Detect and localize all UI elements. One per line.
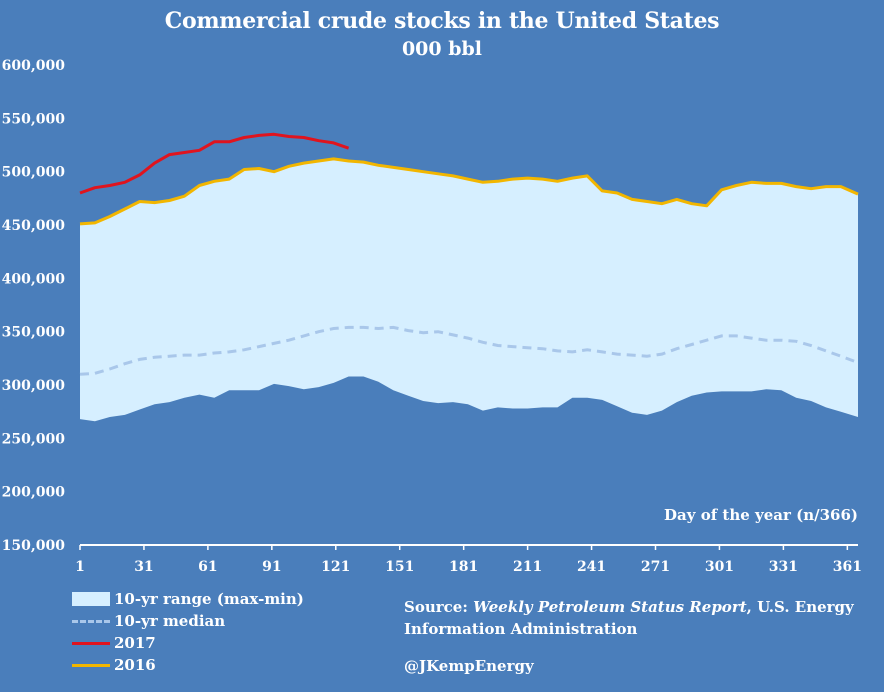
x-axis: 1 31 61 91 121 151 181 211 241 271 301 331 361 xyxy=(75,544,862,575)
x-tick-label: 301 xyxy=(705,559,734,575)
x-tick-label: 211 xyxy=(513,559,542,575)
x-tick-label: 181 xyxy=(449,559,478,575)
source-suffix: , U.S. Energy Information Administration xyxy=(404,598,854,638)
y-tick-label: 250,000 xyxy=(2,431,66,447)
y-axis: 150,000 200,000 250,000 300,000 350,000 400,0… xyxy=(2,58,66,554)
y-tick-label: 200,000 xyxy=(2,485,66,501)
median-line-layer xyxy=(79,325,859,376)
legend-label-range: 10-yr range (max-min) xyxy=(114,590,304,608)
source-note: Source: Weekly Petroleum Status Report, … xyxy=(404,596,864,640)
x-axis-title: Day of the year (n/366) xyxy=(664,506,858,524)
range-area xyxy=(80,158,858,422)
source-prefix: Source: xyxy=(404,598,474,616)
y-tick-label: 150,000 xyxy=(2,538,66,554)
y-tick-label: 350,000 xyxy=(2,325,66,341)
line-2017-layer xyxy=(79,132,350,195)
range-area-layer xyxy=(80,158,858,422)
y-tick-label: 500,000 xyxy=(2,165,66,181)
y-tick-label: 450,000 xyxy=(2,218,66,234)
x-tick-label: 151 xyxy=(385,559,414,575)
x-tick-label: 241 xyxy=(577,559,606,575)
y-tick-label: 300,000 xyxy=(2,378,66,394)
y-tick-label: 600,000 xyxy=(2,58,66,74)
line-2016 xyxy=(79,157,859,226)
author-handle: @JKempEnergy xyxy=(404,657,534,675)
chart-plot: 150,000 200,000 250,000 300,000 350,000 400,0… xyxy=(2,58,862,575)
legend-swatch-2017 xyxy=(72,641,110,645)
chart-title: Commercial crude stocks in the United St… xyxy=(164,8,720,34)
x-tick-label: 1 xyxy=(75,559,85,575)
legend-item-median: 10-yr median xyxy=(72,610,304,632)
x-tick-label: 31 xyxy=(134,559,153,575)
legend-swatch-median xyxy=(72,619,110,623)
legend-item-2016: 2016 xyxy=(72,654,304,676)
legend-swatch-2016 xyxy=(72,663,110,667)
y-tick-label: 400,000 xyxy=(2,271,66,287)
source-report: Weekly Petroleum Status Report xyxy=(473,598,747,616)
legend-item-range: 10-yr range (max-min) xyxy=(72,588,304,610)
x-tick-label: 91 xyxy=(262,559,281,575)
x-tick-label: 331 xyxy=(769,559,798,575)
legend-item-2017: 2017 xyxy=(72,632,304,654)
x-tick-label: 121 xyxy=(321,559,350,575)
line-2016-layer xyxy=(79,157,859,226)
x-tick-label: 361 xyxy=(833,559,862,575)
legend-label-median: 10-yr median xyxy=(114,612,226,630)
median-line xyxy=(79,325,859,376)
line-2017 xyxy=(79,132,350,195)
legend-label-2017: 2017 xyxy=(114,634,156,652)
legend: 10-yr range (max-min) 10-yr median 2017 … xyxy=(72,588,304,676)
chart-subtitle: 000 bbl xyxy=(401,38,483,60)
legend-swatch-range xyxy=(72,592,110,606)
legend-label-2016: 2016 xyxy=(114,656,156,674)
y-tick-label: 550,000 xyxy=(2,111,66,127)
x-tick-label: 271 xyxy=(641,559,670,575)
x-tick-label: 61 xyxy=(198,559,217,575)
